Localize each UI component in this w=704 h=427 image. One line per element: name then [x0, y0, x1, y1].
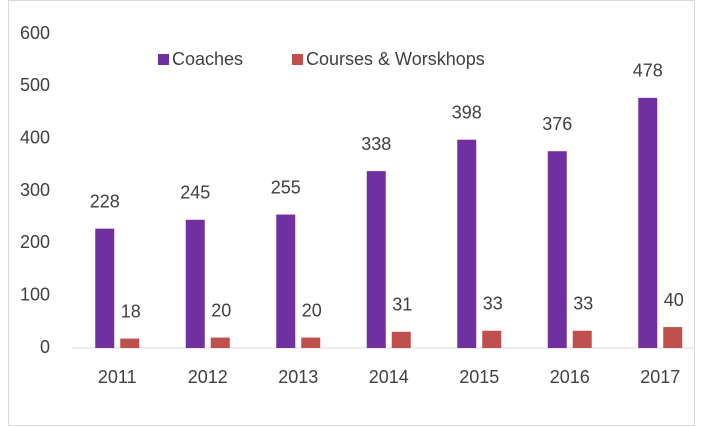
data-label: 376: [542, 114, 572, 134]
x-tick-label: 2016: [550, 367, 590, 387]
data-label: 20: [211, 300, 231, 320]
x-tick-label: 2011: [98, 367, 137, 387]
chart-border: [8, 0, 695, 426]
data-label: 255: [271, 177, 301, 197]
x-tick-label: 2012: [188, 367, 228, 387]
bar: [366, 171, 386, 348]
bar: [210, 337, 230, 348]
data-label: 338: [361, 134, 391, 154]
legend-swatch: [158, 54, 169, 65]
bar: [663, 327, 683, 348]
data-label: 398: [452, 102, 482, 122]
y-tick-label: 600: [20, 23, 50, 43]
y-tick-label: 0: [40, 337, 50, 357]
data-label: 33: [573, 293, 593, 313]
data-label: 31: [392, 295, 412, 315]
x-tick-label: 2013: [278, 367, 318, 387]
bar: [276, 214, 296, 348]
bar: [185, 219, 205, 348]
y-tick-label: 100: [20, 284, 50, 304]
bar: [95, 228, 115, 348]
y-tick-label: 300: [20, 180, 50, 200]
y-tick-label: 200: [20, 232, 50, 252]
x-tick-label: 2017: [640, 367, 680, 387]
bar: [391, 331, 411, 348]
bar: [457, 139, 477, 348]
y-tick-label: 400: [20, 127, 50, 147]
bar: [482, 330, 502, 348]
data-label: 18: [121, 301, 141, 321]
bar: [301, 337, 321, 348]
legend-label: Coaches: [172, 49, 243, 69]
y-tick-label: 500: [20, 75, 50, 95]
data-label: 478: [633, 61, 663, 81]
data-label: 33: [483, 293, 503, 313]
bar: [638, 97, 658, 348]
legend-swatch: [292, 54, 303, 65]
bar: [572, 330, 592, 348]
data-label: 245: [180, 183, 210, 203]
x-tick-label: 2014: [369, 367, 409, 387]
data-label: 228: [90, 191, 120, 211]
x-tick-label: 2015: [459, 367, 499, 387]
data-label: 20: [302, 300, 322, 320]
bar: [547, 151, 567, 348]
legend-label: Courses & Worskhops: [306, 49, 485, 69]
bar: [120, 338, 140, 348]
data-label: 40: [664, 290, 684, 310]
